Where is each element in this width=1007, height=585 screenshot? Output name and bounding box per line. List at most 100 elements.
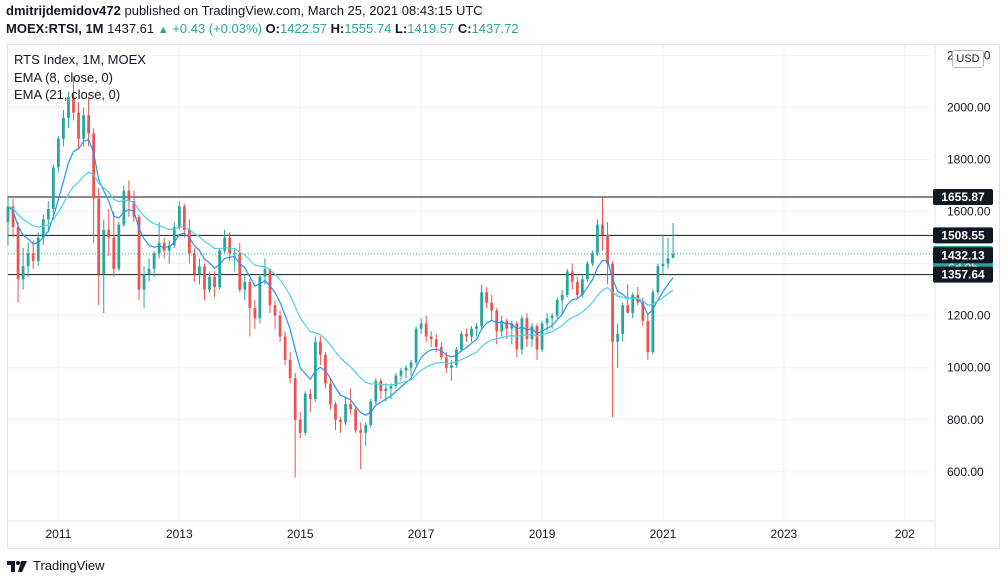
candle-body — [187, 229, 191, 254]
candle — [359, 422, 363, 470]
close-value: 1437.72 — [471, 21, 519, 36]
candle-body — [369, 401, 373, 425]
candle — [26, 242, 30, 277]
candle-body — [485, 292, 489, 303]
candle-body — [480, 292, 483, 327]
candle-body — [56, 138, 60, 168]
candle — [308, 388, 312, 412]
high-value: 1555.74 — [344, 21, 392, 36]
candle — [46, 201, 50, 233]
candle — [41, 214, 45, 246]
candle-body — [616, 333, 620, 342]
candle — [238, 242, 242, 293]
candle-body — [334, 404, 337, 420]
candle — [233, 248, 237, 272]
candle — [616, 323, 620, 368]
candle-body — [132, 201, 136, 217]
candle — [535, 323, 539, 360]
candle-body — [92, 133, 96, 199]
candle-body — [198, 266, 201, 275]
high-label: H: — [330, 21, 345, 36]
candle — [409, 359, 413, 376]
candle-body — [500, 320, 504, 332]
candle — [560, 289, 564, 314]
candle-body — [666, 258, 670, 264]
chart-frame[interactable] — [7, 44, 1000, 549]
candle-body — [273, 305, 277, 316]
candle — [555, 297, 559, 319]
candle-body — [409, 362, 413, 368]
price-label-text: 1432.13 — [941, 248, 985, 262]
candle — [575, 276, 579, 301]
candle-body — [11, 206, 15, 228]
candle — [374, 378, 378, 405]
y-tick-label: 2000.00 — [947, 100, 991, 114]
candle-body — [349, 404, 352, 410]
candle — [490, 294, 494, 321]
candle — [162, 237, 166, 259]
candle — [475, 323, 478, 337]
candle — [132, 190, 136, 222]
candle-body — [359, 430, 363, 433]
candle — [213, 271, 216, 298]
candle-body — [575, 281, 579, 295]
candle-body — [26, 253, 30, 267]
candle-body — [122, 190, 126, 225]
author-name[interactable]: dmitrijdemidov472 — [6, 3, 121, 18]
legend-ema21[interactable]: EMA (21, close, 0) — [14, 87, 121, 102]
candle-body — [354, 409, 358, 431]
candle-body — [404, 367, 408, 371]
legend-ema8[interactable]: EMA (8, close, 0) — [14, 70, 113, 85]
candle-body — [626, 305, 630, 314]
candle-body — [87, 115, 90, 134]
candle-body — [228, 237, 232, 254]
y-tick-label: 1600.00 — [947, 205, 991, 219]
candle-body — [167, 245, 171, 251]
x-tick-label: 2019 — [529, 527, 556, 541]
candle — [198, 258, 201, 285]
price-label-box — [933, 247, 993, 264]
candle-body — [671, 253, 675, 258]
published-line: dmitrijdemidov472 published on TradingVi… — [6, 3, 483, 18]
candle — [67, 91, 70, 129]
candle-body — [223, 237, 227, 251]
candle-body — [339, 419, 342, 423]
candle-body — [475, 326, 478, 329]
candle-body — [460, 333, 463, 350]
candle — [293, 372, 297, 478]
candle-body — [102, 229, 106, 275]
candle — [142, 266, 146, 308]
candle — [248, 279, 252, 337]
candle — [127, 180, 131, 217]
candle — [152, 250, 156, 277]
tradingview-footer[interactable]: TradingView — [6, 558, 105, 573]
price-label-text: 1357.64 — [941, 268, 985, 282]
candle — [31, 240, 35, 269]
candle-body — [208, 276, 211, 290]
candle — [56, 136, 60, 173]
candle — [182, 203, 186, 238]
candle-body — [253, 307, 257, 319]
candle — [208, 271, 211, 293]
level-price-label: 1357.64 — [933, 266, 993, 283]
candle — [92, 128, 96, 243]
candle-body — [419, 323, 423, 329]
level-price-label: 1655.87 — [933, 189, 993, 206]
candle-body — [550, 315, 554, 319]
symbol-interval: MOEX:RTSI, 1M — [6, 21, 104, 36]
currency-button[interactable]: USD — [952, 50, 984, 68]
candle — [77, 102, 80, 150]
low-label: L: — [394, 21, 408, 36]
candle-body — [379, 380, 383, 392]
candle — [636, 287, 640, 306]
candle — [218, 248, 221, 290]
candle — [117, 221, 121, 272]
candle-body — [429, 336, 433, 340]
candle — [470, 326, 473, 342]
candle — [354, 406, 358, 433]
candle — [414, 326, 418, 366]
candle — [298, 411, 302, 439]
candle — [273, 300, 277, 329]
candle-body — [540, 323, 544, 350]
